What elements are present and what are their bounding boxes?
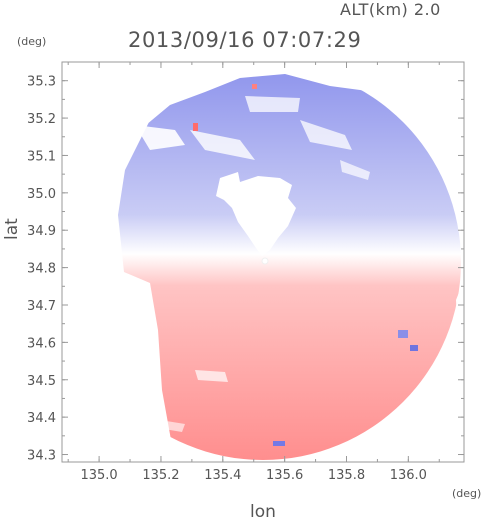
echo-streak <box>195 370 228 382</box>
echo-streak <box>245 96 300 112</box>
x-axis-label: lon <box>250 502 276 522</box>
echo-streak <box>135 125 185 150</box>
y-tick-label: 34.5 <box>27 374 56 389</box>
x-tick-label: 135.0 <box>80 468 117 483</box>
altitude-label: ALT(km) 2.0 <box>340 0 441 19</box>
echo-streak <box>158 420 185 432</box>
velocity-field <box>62 62 464 462</box>
y-tick-label: 34.8 <box>27 262 56 277</box>
x-tick-label: 136.0 <box>390 468 427 483</box>
y-tick-label: 34.9 <box>27 224 56 239</box>
echo-spot <box>273 441 285 446</box>
no-echo-region <box>216 172 296 256</box>
y-tick-label: 35.0 <box>27 187 56 202</box>
y-tick-label: 34.4 <box>27 411 56 426</box>
plot-frame <box>61 61 465 463</box>
echo-spot <box>398 330 408 338</box>
echo-spot <box>193 123 198 131</box>
echo-streak <box>340 160 370 180</box>
y-tick-label: 35.3 <box>27 75 56 90</box>
x-unit-label: (deg) <box>452 487 482 500</box>
echo-spot <box>410 345 418 351</box>
x-tick-label: 135.4 <box>204 468 241 483</box>
y-tick-label: 35.2 <box>27 112 56 127</box>
axis-ticks: 135.0 135.2 135.4 135.6 135.8 136.0 34.3 34.4 34… <box>27 61 464 483</box>
y-tick-label: 34.6 <box>27 336 56 351</box>
coverage-gap-west <box>62 62 175 462</box>
echo-streak <box>300 120 352 150</box>
echo-spot <box>252 84 257 89</box>
y-tick-label: 35.1 <box>27 149 56 164</box>
x-tick-label: 135.6 <box>266 468 303 483</box>
timestamp-title: 2013/09/16 07:07:29 <box>128 28 362 52</box>
coverage-gap-north <box>62 62 464 195</box>
y-tick-label: 34.7 <box>27 299 56 314</box>
coverage-gap-east <box>400 280 464 462</box>
y-tick-label: 34.3 <box>27 449 56 464</box>
x-tick-label: 135.2 <box>142 468 179 483</box>
y-unit-label: (deg) <box>17 35 47 48</box>
x-tick-label: 135.8 <box>328 468 365 483</box>
echo-streak <box>190 130 255 160</box>
radar-site <box>261 257 269 265</box>
